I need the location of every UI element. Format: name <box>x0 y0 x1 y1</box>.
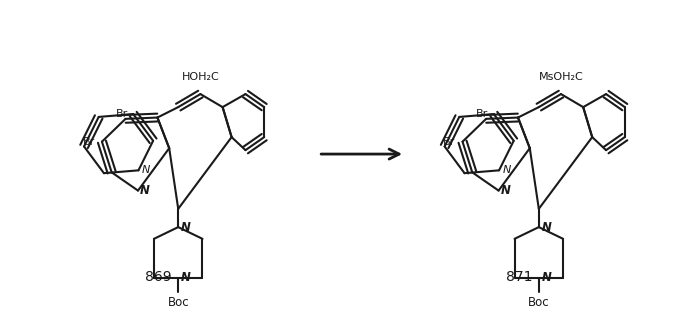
Text: N: N <box>500 184 510 197</box>
Text: Br: Br <box>115 109 128 119</box>
Text: N: N <box>181 271 191 285</box>
Text: Br: Br <box>82 137 95 147</box>
Text: N: N <box>542 271 552 285</box>
Text: MsOH₂C: MsOH₂C <box>539 72 584 82</box>
Text: N: N <box>503 165 511 175</box>
Text: HOH₂C: HOH₂C <box>182 72 219 82</box>
Text: N: N <box>142 165 150 175</box>
Text: Boc: Boc <box>528 296 549 309</box>
Text: Br: Br <box>443 137 456 147</box>
Text: N: N <box>181 221 191 234</box>
Text: Br: Br <box>476 109 489 119</box>
Text: N: N <box>140 184 150 197</box>
Text: N: N <box>542 221 552 234</box>
Text: Boc: Boc <box>167 296 189 309</box>
Text: 871: 871 <box>506 271 533 285</box>
Text: 869: 869 <box>145 271 172 285</box>
